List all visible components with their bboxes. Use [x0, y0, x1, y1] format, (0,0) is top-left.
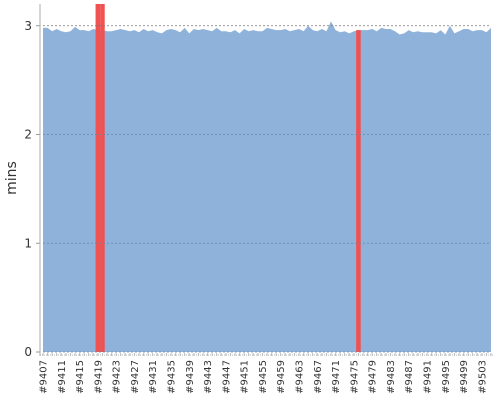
x-tick-label: #9419	[93, 360, 104, 394]
y-tick-label: 1	[24, 236, 32, 250]
x-tick-label: #9439	[185, 360, 196, 394]
x-tick-label: #9435	[167, 360, 178, 394]
x-tick-label: #9475	[349, 360, 360, 394]
x-tick-label: #9463	[295, 360, 306, 394]
x-tick-label: #9455	[258, 360, 269, 394]
x-tick-label: #9467	[313, 360, 324, 394]
x-tick-label: #9443	[203, 360, 214, 394]
area	[43, 21, 491, 353]
x-tick-label: #9415	[75, 360, 86, 394]
y-tick-label: 3	[24, 19, 32, 33]
failed-build-bar	[95, 4, 101, 352]
x-tick-label: #9407	[39, 360, 50, 394]
x-tick-label: #9503	[477, 360, 488, 394]
x-tick-label: #9499	[459, 360, 470, 394]
x-tick-label: #9479	[368, 360, 379, 394]
x-tick-label: #9459	[276, 360, 287, 394]
x-tick-label: #9447	[221, 360, 232, 394]
x-tick-label: #9427	[130, 360, 141, 394]
y-tick-label: 0	[24, 345, 32, 359]
x-tick-label: #9483	[386, 360, 397, 394]
y-axis-label: mins	[4, 161, 20, 195]
x-tick-label: #9411	[57, 360, 68, 394]
x-tick-label: #9491	[423, 360, 434, 394]
x-tick-label: #9451	[240, 360, 251, 394]
x-tick-label: #9431	[148, 360, 159, 394]
y-tick-label: 2	[24, 128, 32, 142]
x-tick-label: #9471	[331, 360, 342, 394]
failed-build-bar	[100, 4, 105, 352]
x-tick-label: #9423	[112, 360, 123, 394]
failed-build-bar	[356, 30, 361, 352]
x-tick-label: #9495	[441, 360, 452, 394]
x-tick-label: #9487	[404, 360, 415, 394]
